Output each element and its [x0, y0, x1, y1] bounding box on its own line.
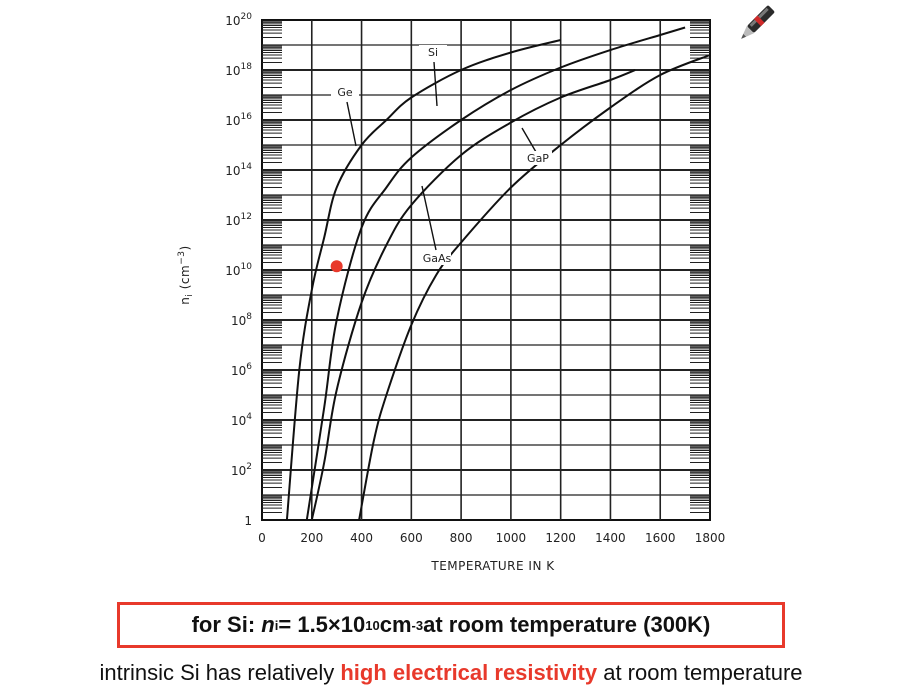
x-tick-label: 0	[258, 531, 266, 545]
y-tick-label: 104	[231, 412, 252, 428]
x-tick-label: 1400	[595, 531, 626, 545]
leader-gap	[521, 127, 537, 153]
marker-pen-icon	[741, 5, 775, 39]
y-tick-label: 108	[231, 312, 252, 328]
y-tick-label: 1010	[225, 262, 252, 278]
series-label-gap: GaP	[527, 152, 549, 165]
callout-unit: cm	[379, 612, 412, 637]
x-tick-label: 1800	[695, 531, 726, 545]
curve-gaas	[310, 69, 636, 521]
leader-ge	[346, 101, 357, 147]
series-label-ge: Ge	[337, 86, 353, 99]
chart-grid	[261, 19, 711, 521]
callout-exp: 10	[365, 617, 380, 633]
curve-gap	[358, 54, 711, 521]
x-tick-label: 1200	[545, 531, 576, 545]
intrinsic-carrier-chart: 0 200 400 600 800 1000 1200 1400 1600 1800 1 102 104…	[177, 12, 725, 573]
chart-series-labels: Ge Si GaAs GaP	[331, 45, 552, 265]
y-tick-label: 1	[244, 514, 252, 528]
callout-var-sub: i	[274, 617, 279, 633]
footer-after: at room temperature	[597, 660, 803, 685]
label-bg-gap	[524, 151, 552, 165]
callout-suffix: at room temperature (300K)	[423, 612, 711, 637]
callout-unit-exp: -3	[411, 617, 424, 633]
y-tick-label: 106	[231, 362, 252, 378]
label-bg-ge	[331, 85, 359, 99]
si-300k-marker	[330, 260, 343, 273]
x-tick-label: 800	[450, 531, 473, 545]
footer-before: intrinsic Si has relatively	[99, 660, 341, 685]
callout-eq: = 1.5×10	[278, 612, 366, 637]
series-label-si: Si	[428, 46, 438, 59]
footer-statement: intrinsic Si has relatively high electri…	[0, 660, 902, 686]
x-tick-label: 600	[400, 531, 423, 545]
callout-prefix: for Si:	[191, 612, 256, 637]
y-tick-label: 1014	[225, 162, 252, 178]
y-tick-label: 1012	[225, 212, 252, 228]
label-bg-gaas	[423, 251, 451, 265]
footer-highlight: high electrical resistivity	[340, 660, 598, 685]
callout-var: n	[261, 612, 275, 637]
x-tick-label: 200	[300, 531, 323, 545]
curve-si	[305, 26, 686, 521]
y-tick-label: 1018	[225, 62, 252, 78]
series-label-gaas: GaAs	[423, 252, 452, 265]
y-axis-title: ni (cm−3)	[177, 245, 195, 304]
y-tick-label: 102	[231, 462, 252, 478]
x-axis-title: TEMPERATURE IN K	[430, 559, 555, 573]
curve-ge	[285, 39, 561, 521]
y-tick-label: 1016	[225, 112, 252, 128]
leader-si	[433, 61, 438, 107]
label-bg-si	[419, 45, 447, 59]
leader-gaas	[421, 185, 437, 251]
x-tick-label: 1000	[496, 531, 527, 545]
chart-curves	[285, 26, 711, 521]
y-tick-label: 1020	[225, 12, 252, 28]
x-tick-label: 1600	[645, 531, 676, 545]
x-tick-label: 400	[350, 531, 373, 545]
chart-ticks: 0 200 400 600 800 1000 1200 1400 1600 1800 1 102 104…	[225, 12, 725, 545]
